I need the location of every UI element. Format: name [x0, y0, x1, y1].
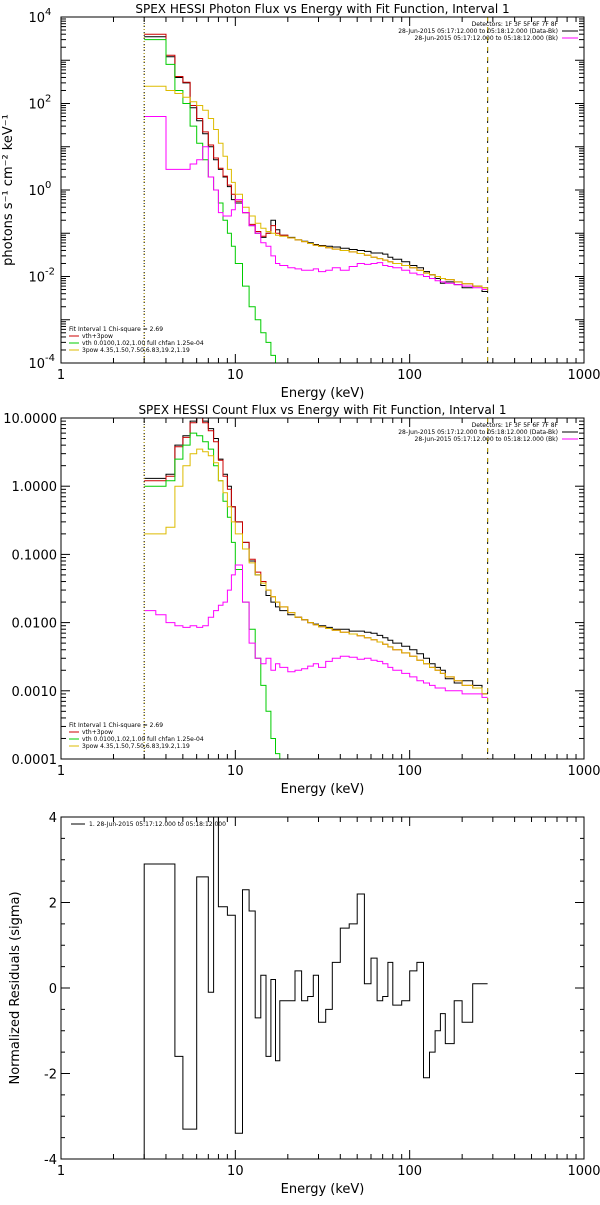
y-tick-label: 10 — [28, 98, 45, 113]
x-tick-label: 1000 — [567, 368, 600, 383]
legend-entry: vth 0.0100,1.02,1.00 full chfan 1.25e-04 — [82, 736, 204, 743]
legend-entry: 3pow 4.35,1.50,7.50,6.83,19.2,1.19 — [82, 347, 190, 354]
x-tick-label: 100 — [397, 764, 422, 779]
x-tick-label: 1 — [57, 764, 65, 779]
x-axis-label: Energy (keV) — [281, 782, 365, 797]
x-tick-label: 10 — [227, 1164, 244, 1179]
y-axis-label: photons s⁻¹ cm⁻² keV⁻¹ — [1, 114, 16, 266]
y-tick-label: 10 — [28, 11, 45, 26]
y-tick-label: 1.0000 — [12, 480, 58, 495]
y-tick-label: 4 — [49, 811, 57, 826]
plot-frame — [60, 417, 585, 760]
y-tick-exponent: 4 — [45, 7, 51, 18]
legend-entry: 28-Jun-2015 05:17:12.000 to 05:18:12.000… — [415, 436, 558, 443]
plot-frame — [60, 16, 585, 364]
data-series-4 — [144, 85, 488, 289]
y-tick-label: 0.0001 — [12, 753, 58, 768]
plot-panel-2: SPEX HESSI Count Flux vs Energy with Fit… — [3, 403, 600, 797]
chart-title: SPEX HESSI Count Flux vs Energy with Fit… — [138, 403, 506, 417]
legend-entry: vth+3pow — [82, 729, 113, 736]
legend-entry: Detectors: 1F 3F 5F 6F 7F 8F — [472, 21, 559, 28]
x-tick-label: 10 — [227, 368, 244, 383]
data-series-5 — [144, 116, 488, 290]
y-tick-label: 10 — [28, 271, 45, 286]
data-series-5 — [144, 564, 488, 698]
y-tick-label: -2 — [44, 1068, 57, 1083]
y-axis-label: Normalized Residuals (sigma) — [8, 891, 23, 1084]
plot-panel-1: SPEX HESSI Photon Flux vs Energy with Fi… — [1, 2, 600, 401]
y-tick-label: 0 — [49, 982, 57, 997]
data-series-3 — [144, 39, 280, 363]
y-tick-exponent: -4 — [45, 353, 55, 364]
legend-entry: vth+3pow — [82, 333, 113, 340]
x-tick-label: 1 — [57, 1164, 65, 1179]
legend-entry: 28-Jun-2015 05:17:12.000 to 05:18:12.000… — [398, 28, 558, 35]
y-tick-label: 10 — [28, 184, 45, 199]
y-tick-label: 10.0000 — [3, 412, 57, 427]
x-tick-label: 100 — [397, 368, 422, 383]
data-series-2 — [144, 418, 488, 695]
series-group — [144, 33, 488, 363]
data-series-3 — [144, 432, 288, 759]
y-tick-exponent: 2 — [45, 94, 51, 105]
chart-title: SPEX HESSI Photon Flux vs Energy with Fi… — [135, 2, 509, 16]
x-tick-label: 10 — [227, 764, 244, 779]
x-tick-label: 1 — [57, 368, 65, 383]
legend-entry: 28-Jun-2015 05:17:12.000 to 05:18:12.000… — [398, 429, 558, 436]
x-tick-label: 1000 — [567, 764, 600, 779]
legend-entry: Fit Interval 1 Chi-square = 2.69 — [69, 722, 163, 729]
legend-entry: vth 0.0100,1.02,1.00 full chfan 1.25e-04 — [82, 340, 204, 347]
y-tick-label: 2 — [49, 897, 57, 912]
x-tick-label: 1000 — [567, 1164, 600, 1179]
plot-frame — [60, 816, 585, 1160]
y-tick-label: 10 — [28, 357, 45, 372]
legend-entry: 28-Jun-2015 05:17:12.000 to 05:18:12.000… — [415, 35, 558, 42]
data-series-1 — [143, 817, 488, 1159]
x-tick-label: 100 — [397, 1164, 422, 1179]
y-tick-label: 0.0100 — [12, 617, 58, 632]
y-tick-label: -4 — [44, 1153, 57, 1168]
legend-entry: Detectors: 1F 3F 5F 6F 7F 8F — [472, 422, 559, 429]
series-group — [144, 418, 488, 759]
legend-entry: 1. 28-Jun-2015 05:17:12.000 to 05:18:12.… — [89, 821, 226, 828]
x-axis-label: Energy (keV) — [281, 386, 365, 401]
y-tick-label: 0.1000 — [12, 548, 58, 563]
data-series-1 — [144, 418, 488, 695]
y-tick-label: 0.0010 — [12, 685, 58, 700]
legend-entry: 3pow 4.35,1.50,7.50,6.83,19.2,1.19 — [82, 743, 190, 750]
data-series-4 — [144, 448, 488, 695]
data-series-2 — [144, 33, 488, 289]
legend-entry: Fit Interval 1 Chi-square = 2.69 — [69, 326, 163, 333]
series-group — [143, 817, 488, 1159]
x-axis-label: Energy (keV) — [281, 1182, 365, 1197]
y-tick-exponent: 0 — [45, 180, 51, 191]
y-tick-exponent: -2 — [45, 267, 55, 278]
plot-panel-3: 1 10 100 1000 4 2 0 -2 -4 Energy (keV) Normalized … — [8, 811, 600, 1197]
